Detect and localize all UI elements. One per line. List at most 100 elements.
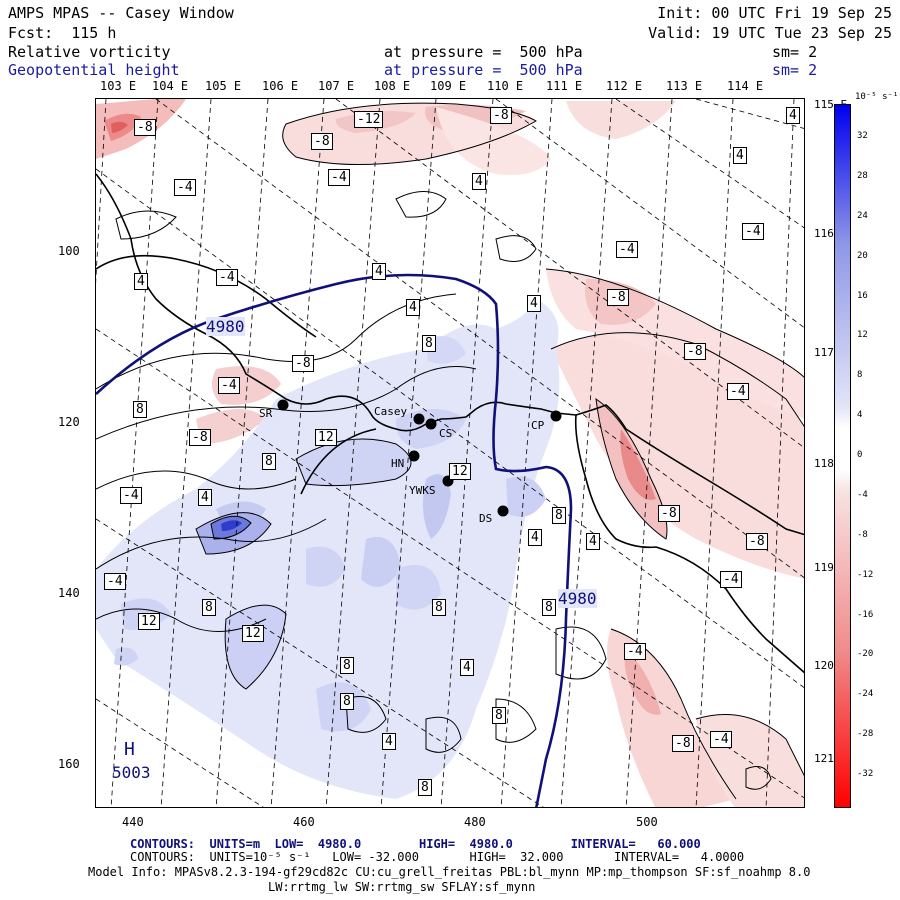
x-tick-480: 480 [464,815,486,829]
lon-label-106: 106 E [262,79,299,93]
contour-label: 12 [449,463,471,480]
contour-label: 4 [134,273,148,290]
lon-label-103: 103 E [100,79,137,93]
contour-label: -4 [710,731,732,748]
valid-time: Valid: 19 UTC Tue 23 Sep 25 [648,24,892,42]
station-label-ds: DS [479,512,493,525]
field1-smoothing: sm= 2 [772,43,818,61]
station-label-hn: HN [391,457,405,470]
colorbar-unit: 10⁻⁵ s⁻¹ [855,92,899,102]
colorbar-tick-label: 16 [857,290,868,301]
field1-level: at pressure = 500 hPa [384,43,583,61]
vorticity-contour-info: CONTOURS: UNITS=10⁻⁵ s⁻¹ LOW= -32.000 HI… [130,850,745,864]
lon-label-110: 110 E [487,79,524,93]
contour-label: -4 [727,383,749,400]
contour-label: 4 [406,299,420,316]
colorbar-tick-label: -20 [857,649,874,660]
colorbar-tick-label: 4 [857,410,863,421]
contour-label: 4 [198,489,212,506]
colorbar-tick-label: 32 [857,131,868,141]
lon-label-112: 112 E [606,79,643,93]
station-label-sr: SR [259,407,273,420]
height-contour-4980 [96,273,573,807]
contour-label: -8 [292,355,314,372]
contour-label: 4 [786,107,800,124]
colorbar-tick-label: -16 [857,609,874,620]
contour-label: 8 [542,599,556,616]
model-info-physics: LW:rrtmg_lw SW:rrtmg_sw SFLAY:sf_mynn [268,880,536,894]
colorbar-tick-label: -12 [857,569,874,580]
colorbar-tick-label: 8 [857,370,863,381]
contour-label: 8 [262,453,276,470]
high-pressure-marker: H [124,739,135,760]
contour-label: 12 [315,429,337,446]
contour-label: -4 [328,169,350,186]
contour-label: -4 [174,179,196,196]
colorbar-tick-label: -8 [857,529,868,540]
x-tick-500: 500 [636,815,658,829]
contour-label: 4 [372,263,386,280]
station-label-casey: Casey [374,405,408,418]
contour-label: 12 [138,613,160,630]
contour-label: 4 [527,295,541,312]
x-tick-440: 440 [122,815,144,829]
colorbar-tick-label: -28 [857,729,874,740]
contour-label: 8 [202,599,216,616]
high-pressure-value: 5003 [112,763,151,782]
field2-level: at pressure = 500 hPa [384,61,583,79]
contour-label: 8 [340,693,354,710]
lon-label-108: 108 E [374,79,411,93]
colorbar [834,104,851,808]
colorbar-tick-label: -24 [857,689,874,700]
map-canvas [96,99,804,807]
colorbar-tick-label: 12 [857,330,868,341]
contour-label: 8 [340,657,354,674]
colorbar-tick-label: -4 [857,489,868,500]
forecast-hour: Fcst: 115 h [8,24,117,42]
height-label: 4980 [558,589,597,608]
contour-label: -8 [684,343,706,360]
x-tick-460: 460 [293,815,315,829]
contour-label: 8 [552,507,566,524]
lon-label-111: 111 E [546,79,583,93]
lon-label-104: 104 E [152,79,189,93]
contour-label: -8 [672,735,694,752]
field2-name: Geopotential height [8,61,180,79]
colorbar-tick-label: 24 [857,210,868,221]
contour-label: 12 [242,625,264,642]
y-tick-140: 140 [58,586,80,600]
contour-label: 8 [492,707,506,724]
init-time: Init: 00 UTC Fri 19 Sep 25 [657,4,892,22]
contour-label: -4 [104,573,126,590]
lon-label-109: 109 E [430,79,467,93]
coastline [96,173,804,674]
colorbar-tick-label: -32 [857,769,874,779]
map-plot: Casey CS SR HN YWKS DS CP .cl { position… [95,98,805,808]
contour-label: -8 [189,429,211,446]
contour-label: -8 [134,119,156,136]
contour-label: -8 [658,505,680,522]
station-label-cs: CS [439,427,453,440]
lon-label-105: 105 E [205,79,242,93]
height-contour-info: CONTOURS: UNITS=m LOW= 4980.0 HIGH= 4980… [130,837,701,851]
lon-label-113: 113 E [666,79,703,93]
contour-label: 4 [586,533,600,550]
lon-label-114: 114 E [727,79,764,93]
contour-label: 8 [418,779,432,796]
contour-label: 4 [460,659,474,676]
contour-label: -4 [624,643,646,660]
contour-label: -4 [120,487,142,504]
plot-title: AMPS MPAS -- Casey Window [8,4,234,22]
contour-label: -4 [218,377,240,394]
contour-label: 8 [432,599,446,616]
station-markers [277,399,562,517]
y-tick-100: 100 [58,244,80,258]
contour-label: -4 [742,223,764,240]
contour-label: 4 [382,733,396,750]
lon-label-107: 107 E [318,79,355,93]
contour-label: -8 [607,289,629,306]
contour-label: 8 [133,401,147,418]
station-label-cp: CP [531,419,545,432]
contour-label: -8 [490,107,512,124]
contour-label: -8 [746,533,768,550]
